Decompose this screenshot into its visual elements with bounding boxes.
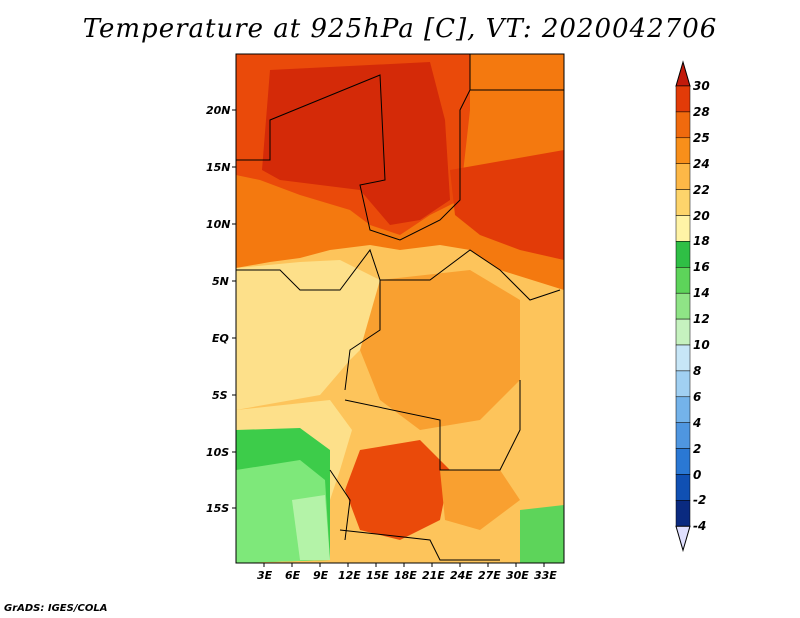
- colorbar-label: 30: [693, 79, 710, 93]
- lat-label: 20N: [206, 104, 231, 117]
- lat-label: 5N: [212, 275, 229, 288]
- colorbar-segment: [675, 241, 691, 268]
- lon-label: 24E: [450, 569, 473, 582]
- chart-title: Temperature at 925hPa [C], VT: 202004270…: [82, 14, 718, 44]
- zone-orange-congo: [360, 270, 520, 430]
- colorbar-label: 10: [693, 338, 710, 352]
- colorbar-label: 14: [693, 286, 710, 301]
- lat-label: 5S: [212, 389, 228, 402]
- credit-text: GrADS: IGES/COLA: [4, 603, 108, 614]
- colorbar-segment: [675, 370, 691, 398]
- colorbar-label: 18: [693, 234, 710, 249]
- colorbar-segment: [675, 318, 691, 346]
- colorbar-label: 0: [693, 467, 702, 482]
- lat-label: EQ: [212, 332, 229, 345]
- lon-label: 15E: [366, 569, 389, 582]
- colorbar-label: 8: [693, 363, 702, 378]
- temperature-map: [235, 53, 565, 564]
- lat-label: 10S: [206, 446, 230, 459]
- colorbar-segment: [675, 189, 691, 216]
- lon-label: 3E: [257, 569, 273, 582]
- zone-orange-south: [440, 470, 520, 530]
- zone-pale-green: [292, 495, 330, 560]
- colorbar-segment: [675, 474, 691, 501]
- zone-hot-south: [345, 440, 450, 540]
- lon-label: 6E: [285, 569, 301, 582]
- colorbar-segment: [675, 448, 691, 475]
- colorbar-segment: [675, 111, 691, 139]
- country-borders: [236, 54, 564, 561]
- zone-hot-sudan: [450, 150, 564, 260]
- lat-label: 10N: [206, 218, 231, 231]
- colorbar-label: -4: [693, 519, 707, 534]
- colorbar-label: 24: [693, 156, 710, 171]
- zone-pale-coast: [236, 260, 380, 410]
- colorbar-segment: [675, 396, 691, 423]
- lon-label: 18E: [394, 569, 417, 582]
- colorbar-label: 16: [693, 260, 710, 275]
- colorbar-label: 6: [693, 389, 702, 404]
- colorbar-bottom-triangle: [675, 525, 691, 553]
- colorbar-label: 20: [693, 208, 710, 223]
- lon-label: 21E: [422, 569, 445, 582]
- lon-label: 30E: [506, 569, 529, 582]
- colorbar-segment: [675, 215, 691, 242]
- map-frame: [235, 53, 565, 564]
- lon-label: 9E: [313, 569, 329, 582]
- axis-ticks: [232, 109, 545, 567]
- colorbar-label: 4: [693, 415, 702, 430]
- colorbar-label: 28: [693, 104, 710, 119]
- colorbar-label: 25: [693, 130, 710, 145]
- colorbar-top-triangle: [675, 60, 691, 87]
- colorbar-segment: [675, 422, 691, 449]
- lon-label: 33E: [534, 569, 557, 582]
- zone-green-east: [520, 505, 564, 563]
- colorbar-label: 2: [693, 441, 702, 456]
- colorbar: [675, 60, 691, 553]
- colorbar-segment: [675, 292, 691, 320]
- lon-label: 12E: [338, 569, 361, 582]
- colorbar-label: -2: [693, 493, 707, 508]
- lat-label: 15N: [206, 161, 231, 174]
- lat-label: 15S: [206, 502, 230, 515]
- lon-label: 27E: [478, 569, 501, 582]
- colorbar-label: 22: [693, 182, 710, 197]
- colorbar-label: 12: [693, 312, 710, 327]
- colorbar-segment: [675, 137, 691, 164]
- colorbar-segment: [675, 500, 691, 527]
- zone-hot-sahara: [262, 62, 450, 225]
- colorbar-segment: [675, 163, 691, 190]
- colorbar-segment: [675, 267, 691, 294]
- colorbar-segment: [675, 344, 691, 372]
- colorbar-segment: [675, 85, 691, 113]
